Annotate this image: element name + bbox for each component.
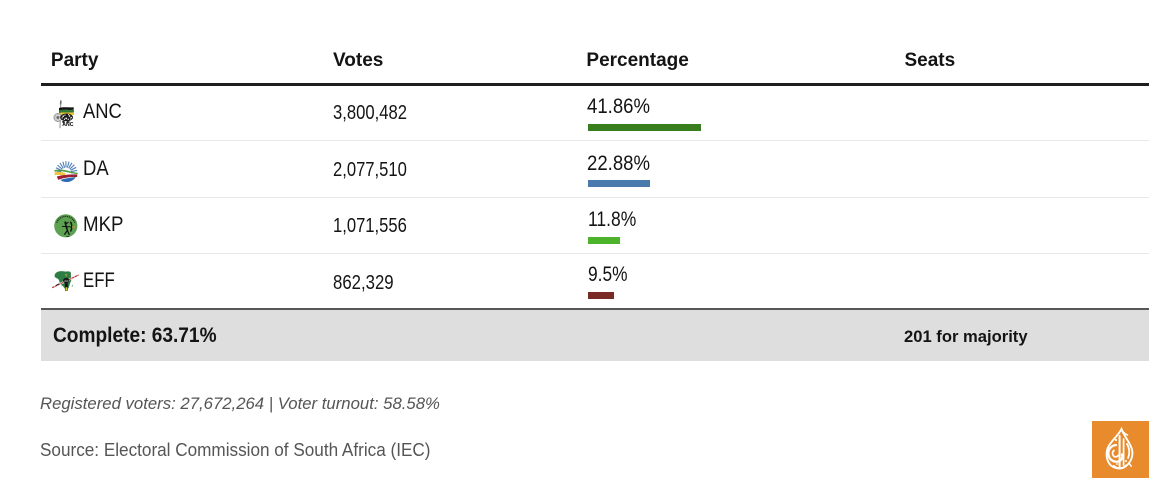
svg-text:ANC: ANC (62, 122, 73, 128)
